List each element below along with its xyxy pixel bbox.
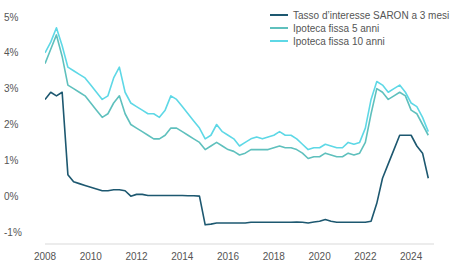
legend: Tasso d’interesse SARON a 3 mesi Ipoteca … (270, 10, 449, 47)
x-tick-label: 2012 (125, 251, 148, 262)
x-tick-label: 2024 (400, 251, 423, 262)
x-tick-label: 2022 (354, 251, 377, 262)
plot-area (45, 28, 428, 225)
x-axis-line (45, 244, 434, 245)
x-tick-label: 2018 (263, 251, 286, 262)
legend-swatch (270, 40, 288, 42)
y-tick-label: 4% (4, 47, 19, 58)
x-tick-label: 2008 (34, 251, 57, 262)
y-tick-label: 5% (4, 12, 19, 23)
chart: -1% 0% 1% 2% 3% 4% 5% 2008 2010 2012 2014 2016 2018 2… (0, 0, 450, 270)
legend-label: Ipoteca fissa 5 anni (293, 23, 379, 34)
series-line (45, 35, 428, 159)
y-tick-label: 0% (4, 191, 19, 202)
legend-label: Ipoteca fissa 10 anni (293, 36, 385, 47)
x-tick-label: 2014 (171, 251, 194, 262)
y-tick-label: 3% (4, 83, 19, 94)
x-tick-label: 2016 (217, 251, 240, 262)
legend-swatch (270, 27, 288, 29)
y-tick-label: 2% (4, 119, 19, 130)
legend-label: Tasso d’interesse SARON a 3 mesi (293, 10, 449, 21)
x-tick-label: 2020 (308, 251, 331, 262)
series-line (45, 28, 428, 150)
y-tick-label: -1% (4, 227, 22, 238)
x-tick-label: 2010 (80, 251, 103, 262)
legend-swatch (270, 14, 288, 16)
y-tick-label: 1% (4, 155, 19, 166)
